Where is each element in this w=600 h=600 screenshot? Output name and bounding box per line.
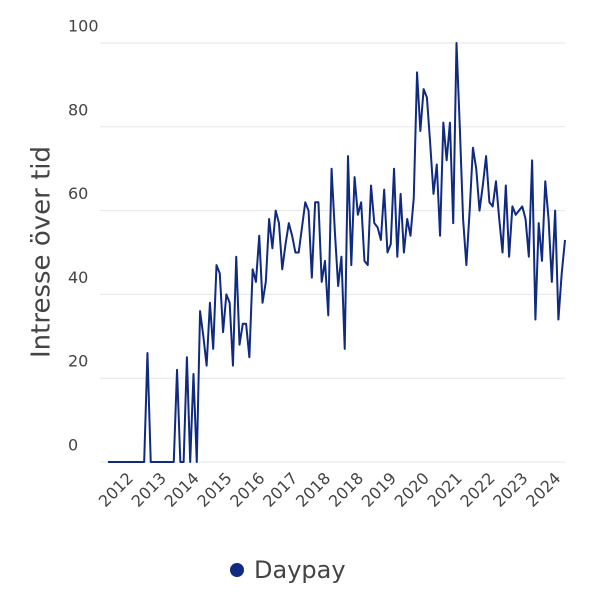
x-tick-label: 2021 — [424, 469, 466, 511]
x-tick-label: 2016 — [226, 469, 268, 511]
y-tick-label: 100 — [68, 17, 99, 36]
x-tick-label: 2018 — [325, 469, 367, 511]
x-tick-label: 2015 — [193, 469, 235, 511]
legend-marker — [230, 563, 244, 577]
y-tick-label: 40 — [68, 268, 88, 287]
x-tick-label: 2020 — [391, 469, 433, 511]
y-tick-label: 0 — [68, 436, 78, 455]
x-tick-label: 2018 — [292, 469, 334, 511]
y-tick-label: 80 — [68, 100, 88, 119]
x-tick-label: 2017 — [259, 469, 301, 511]
data-line — [108, 42, 566, 463]
x-tick-label: 2014 — [161, 469, 203, 511]
x-tick-label: 2013 — [128, 469, 170, 511]
x-tick-label: 2012 — [95, 469, 137, 511]
legend-label: Daypay — [254, 556, 346, 584]
y-axis-label: Intresse över tid — [27, 146, 57, 358]
x-tick-label: 2024 — [522, 469, 564, 511]
x-tick-label: 2019 — [358, 469, 400, 511]
x-tick-label: 2022 — [456, 469, 498, 511]
x-tick-label: 2023 — [489, 469, 531, 511]
y-tick-label: 20 — [68, 352, 88, 371]
y-tick-label: 60 — [68, 184, 88, 203]
